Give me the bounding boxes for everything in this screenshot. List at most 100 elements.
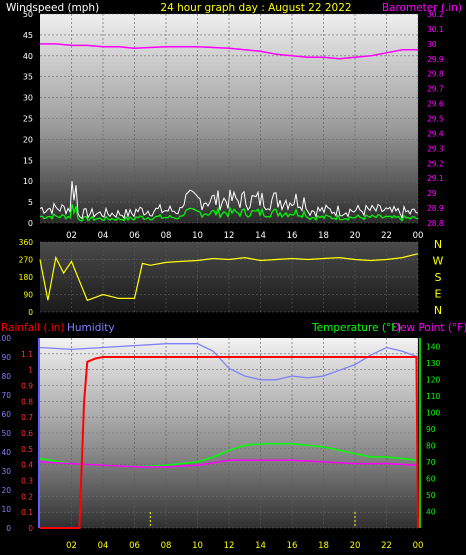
right-tick-label: 28.9 bbox=[427, 204, 444, 213]
right-tick-label: 29.3 bbox=[427, 144, 444, 153]
humidity-tick-label: 40 bbox=[1, 448, 11, 457]
rainfall-tick-label: 0.2 bbox=[21, 492, 33, 501]
x-tick-label: 04 bbox=[98, 231, 109, 241]
wind-baro-grid bbox=[40, 13, 419, 224]
compass-label: N bbox=[434, 238, 442, 251]
chart-title: 24 hour graph day : August 22 2022 bbox=[160, 2, 351, 14]
x-tick-label: 14 bbox=[255, 541, 266, 551]
wind-gust-line bbox=[39, 180, 419, 220]
right-tick-label: 29.9 bbox=[427, 55, 444, 64]
wind-direction-line bbox=[39, 253, 419, 302]
left-tick-label: 15 bbox=[23, 156, 33, 165]
humidity-tick-label: 20 bbox=[1, 486, 11, 495]
temperature-label: Temperature (°F) bbox=[311, 322, 401, 334]
humidity-label: Humidity bbox=[67, 322, 115, 334]
right-tick-label: 29.6 bbox=[427, 100, 444, 109]
left-tick-label: 20 bbox=[23, 135, 33, 144]
compass-label: N bbox=[434, 304, 442, 317]
x-tick-label: 20 bbox=[350, 231, 361, 241]
temperature-tick-label: 60 bbox=[426, 474, 436, 483]
right-axis-label: Barometer (.in) bbox=[382, 2, 462, 14]
temperature-tick-label: 120 bbox=[426, 375, 441, 384]
left-tick-label: 45 bbox=[23, 31, 33, 40]
x-tick-label: 20 bbox=[350, 541, 361, 551]
x-tick-label: 12 bbox=[224, 231, 235, 241]
windspeed-series bbox=[39, 180, 419, 222]
rainfall-tick-label: 0 bbox=[28, 524, 33, 533]
rainfall-tick-label: 0.9 bbox=[21, 382, 33, 391]
rainfall-label: Rainfall (.in) bbox=[1, 322, 64, 334]
wind-average-line bbox=[39, 203, 419, 222]
x-tick-label: 10 bbox=[192, 231, 203, 241]
dewpoint-line bbox=[39, 459, 419, 468]
temperature-tick-label: 70 bbox=[426, 458, 436, 467]
x-tick-label: 00 bbox=[413, 541, 424, 551]
direction-tick-label: 270 bbox=[19, 256, 34, 265]
humidity-tick-label: 70 bbox=[1, 391, 11, 400]
x-tick-label: 16 bbox=[287, 231, 298, 241]
rainfall-tick-label: 0.4 bbox=[21, 461, 33, 470]
temp-hum-grid bbox=[38, 338, 421, 529]
right-tick-label: 29.8 bbox=[427, 70, 444, 79]
humidity-tick-label: 90 bbox=[1, 353, 11, 362]
x-tick-label: 18 bbox=[318, 231, 329, 241]
x-tick-label: 02 bbox=[66, 231, 77, 241]
x-tick-label: 08 bbox=[161, 231, 172, 241]
compass-label: W bbox=[433, 255, 444, 268]
compass-label: S bbox=[435, 271, 442, 284]
x-tick-label: 14 bbox=[255, 231, 266, 241]
x-tick-label: 22 bbox=[381, 541, 392, 551]
temperature-tick-label: 130 bbox=[426, 359, 441, 368]
left-tick-label: 35 bbox=[23, 73, 33, 82]
humidity-tick-label: 10 bbox=[1, 505, 11, 514]
right-tick-label: 29.4 bbox=[427, 129, 444, 138]
rainfall-tick-label: 0.5 bbox=[21, 445, 33, 454]
temperature-tick-label: 140 bbox=[426, 342, 441, 351]
x-tick-label: 08 bbox=[161, 541, 172, 551]
rainfall-line bbox=[40, 356, 419, 529]
rainfall-tick-label: 1 bbox=[28, 366, 33, 375]
left-tick-label: 40 bbox=[23, 52, 33, 61]
temperature-tick-label: 40 bbox=[426, 507, 436, 516]
temperature-tick-label: 100 bbox=[426, 408, 441, 417]
rainfall-tick-label: 0.7 bbox=[21, 413, 33, 422]
x-tick-label: 06 bbox=[129, 231, 140, 241]
humidity-tick-label: 100 bbox=[0, 334, 11, 343]
left-tick-label: 5 bbox=[28, 198, 33, 207]
rainfall-tick-label: 1.1 bbox=[21, 350, 33, 359]
left-axis-label: Windspeed (mph) bbox=[6, 2, 99, 14]
dewpoint-label: Dew Point (°F) bbox=[392, 322, 466, 334]
right-tick-label: 29 bbox=[427, 189, 437, 198]
x-tick-label: 16 bbox=[287, 541, 298, 551]
right-tick-label: 30.1 bbox=[427, 25, 444, 34]
right-tick-label: 29.7 bbox=[427, 85, 444, 94]
direction-tick-label: 180 bbox=[19, 273, 34, 282]
humidity-tick-label: 30 bbox=[1, 467, 11, 476]
x-tick-label: 04 bbox=[98, 541, 109, 551]
direction-tick-label: 90 bbox=[23, 291, 33, 300]
right-tick-label: 30.2 bbox=[427, 10, 444, 19]
humidity-tick-label: 50 bbox=[1, 429, 11, 438]
right-tick-label: 29.5 bbox=[427, 115, 444, 124]
humidity-tick-label: 0 bbox=[6, 524, 11, 533]
rainfall-tick-label: 0.3 bbox=[21, 477, 33, 486]
humidity-tick-label: 80 bbox=[1, 372, 11, 381]
x-tick-label: 02 bbox=[66, 541, 77, 551]
direction-tick-label: 0 bbox=[28, 308, 33, 317]
rainfall-tick-label: 0.6 bbox=[21, 429, 33, 438]
x-tick-label: 06 bbox=[129, 541, 140, 551]
left-tick-label: 10 bbox=[23, 177, 33, 186]
rainfall-tick-label: 0.8 bbox=[21, 397, 33, 406]
x-tick-label: 00 bbox=[413, 231, 424, 241]
direction-tick-label: 360 bbox=[19, 238, 34, 247]
left-tick-label: 25 bbox=[23, 115, 33, 124]
right-tick-label: 30 bbox=[427, 40, 437, 49]
x-tick-label: 22 bbox=[381, 231, 392, 241]
temperature-tick-label: 90 bbox=[426, 425, 436, 434]
temperature-tick-label: 50 bbox=[426, 491, 436, 500]
x-tick-label: 10 bbox=[192, 541, 203, 551]
x-tick-label: 18 bbox=[318, 541, 329, 551]
left-tick-label: 50 bbox=[23, 10, 33, 19]
temperature-tick-label: 80 bbox=[426, 441, 436, 450]
